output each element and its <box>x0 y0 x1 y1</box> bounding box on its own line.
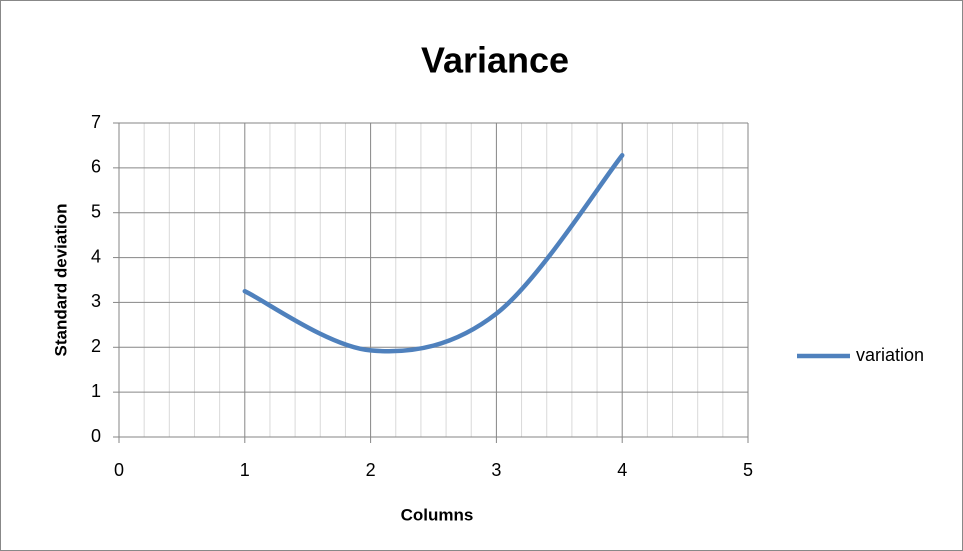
x-tick-label: 3 <box>491 460 501 480</box>
y-tick-label: 3 <box>91 291 101 311</box>
y-tick-label: 2 <box>91 336 101 356</box>
y-tick-label: 7 <box>91 112 101 132</box>
y-tick-label: 1 <box>91 381 101 401</box>
x-tick-label: 1 <box>240 460 250 480</box>
y-tick-label: 4 <box>91 246 101 266</box>
x-axis-label: Columns <box>401 505 474 524</box>
series-line <box>242 153 625 354</box>
y-tick-label: 5 <box>91 201 101 221</box>
x-tick-label: 0 <box>114 460 124 480</box>
y-tick-label: 6 <box>91 157 101 177</box>
legend-label: variation <box>856 345 924 365</box>
x-tick-label: 4 <box>617 460 627 480</box>
chart-title: Variance <box>421 40 569 81</box>
y-tick-label: 0 <box>91 426 101 446</box>
y-axis-label: Standard deviation <box>51 203 70 356</box>
x-tick-label: 2 <box>366 460 376 480</box>
x-tick-label: 5 <box>743 460 753 480</box>
